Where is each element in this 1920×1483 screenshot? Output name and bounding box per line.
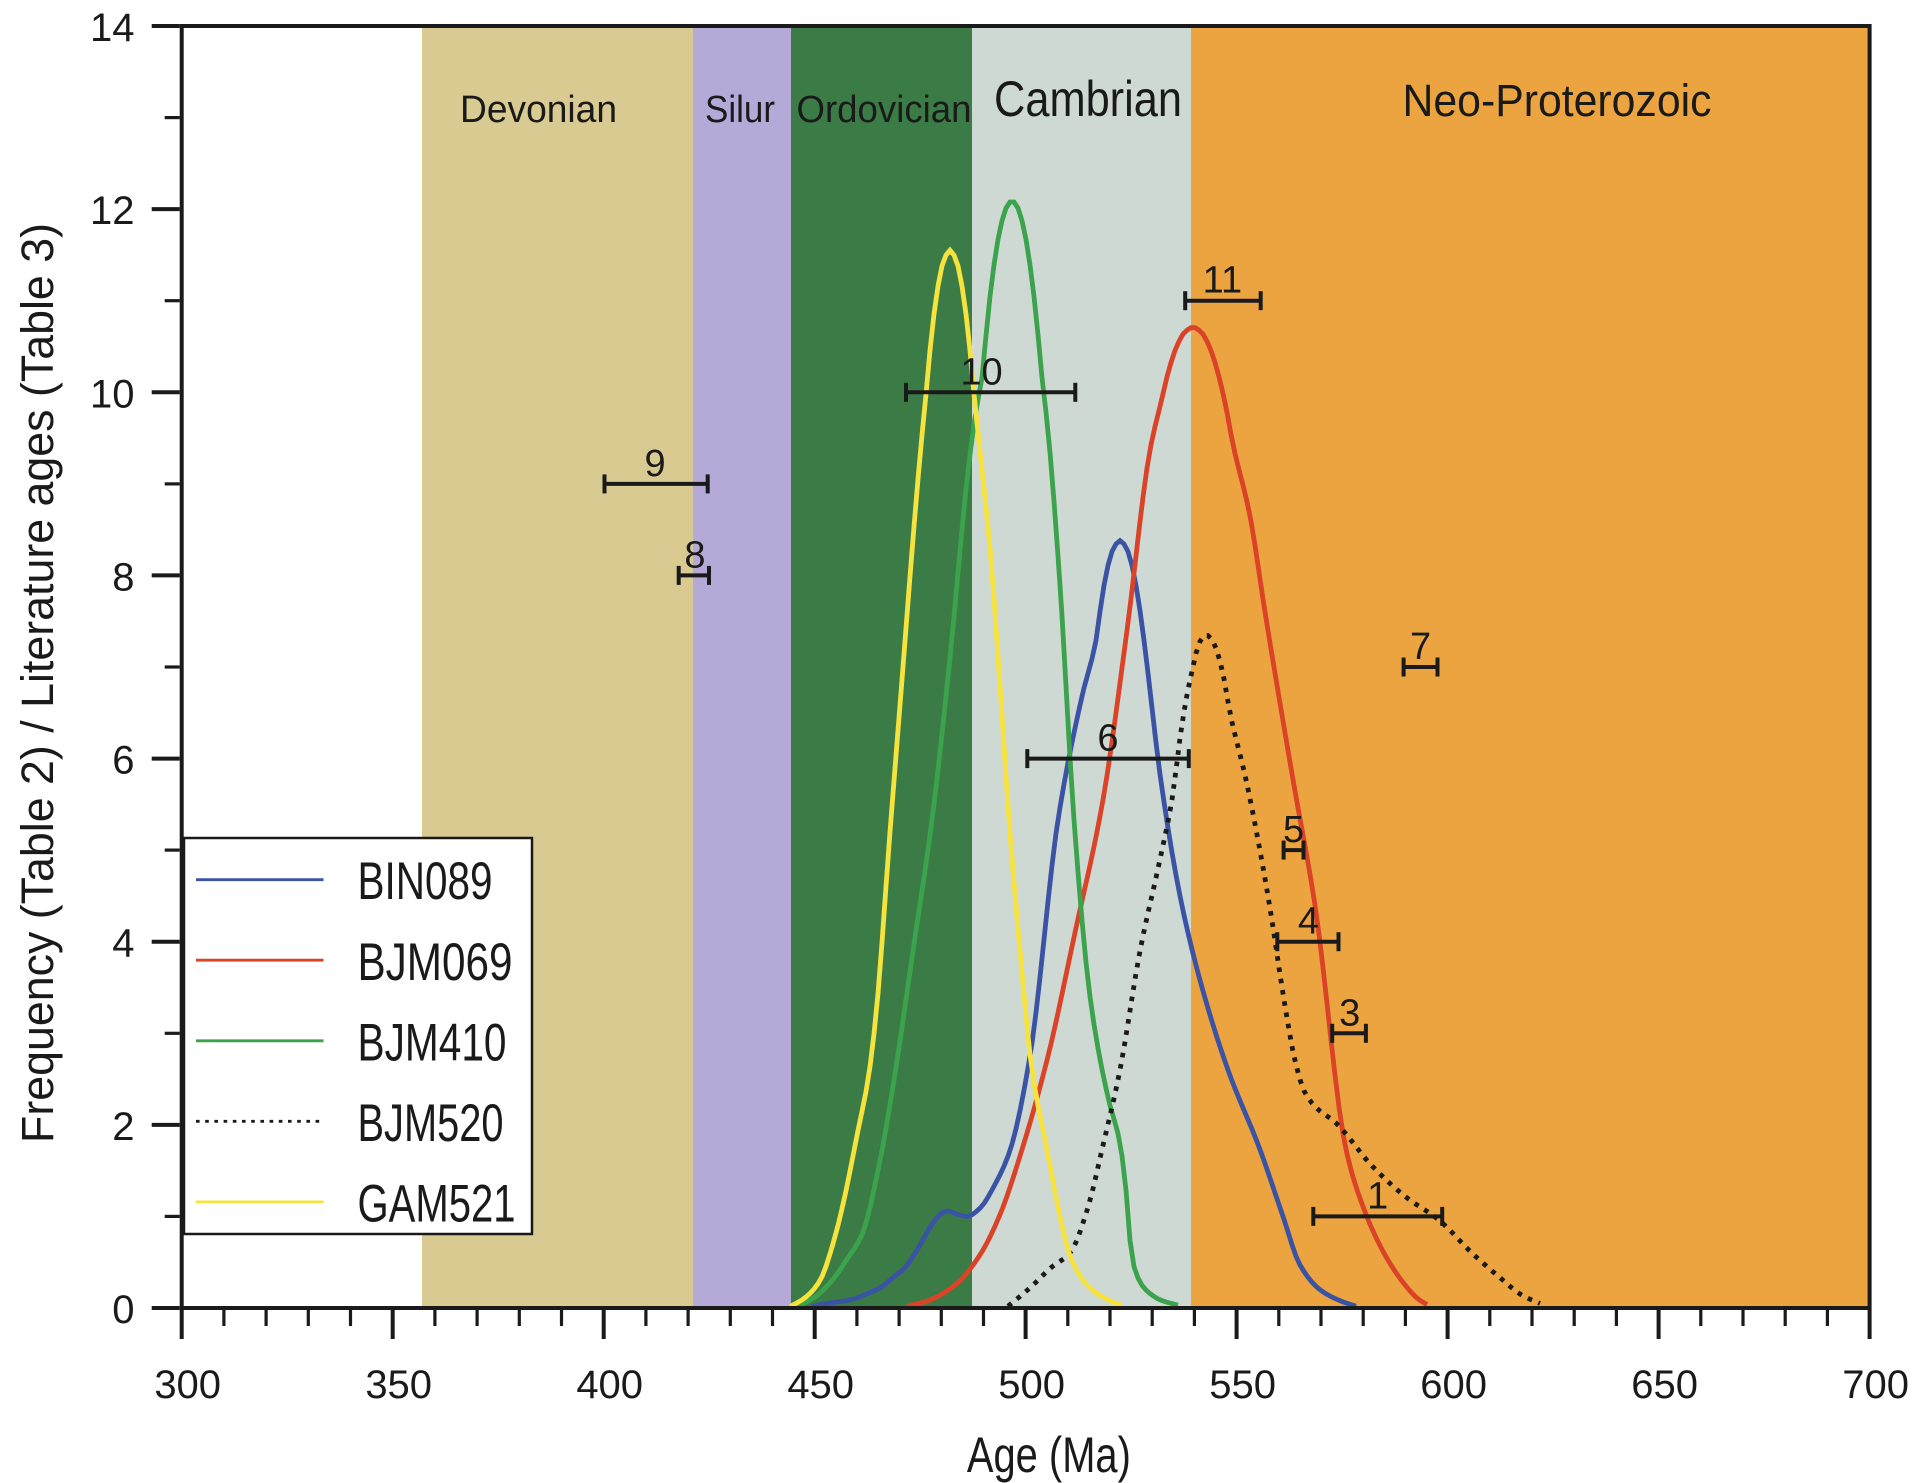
svg-text:1: 1 — [1367, 1175, 1388, 1217]
svg-text:4: 4 — [1298, 901, 1319, 943]
svg-text:11: 11 — [1203, 260, 1242, 302]
svg-text:BJM410: BJM410 — [358, 1013, 507, 1072]
svg-text:600: 600 — [1420, 1363, 1487, 1407]
svg-text:300: 300 — [154, 1363, 221, 1407]
svg-text:9: 9 — [645, 443, 666, 485]
svg-text:Devonian: Devonian — [460, 89, 617, 131]
svg-text:Silur: Silur — [705, 89, 775, 131]
svg-text:4: 4 — [112, 922, 134, 966]
svg-text:7: 7 — [1410, 626, 1431, 668]
svg-text:8: 8 — [112, 555, 134, 599]
svg-text:Ordovician: Ordovician — [797, 89, 972, 131]
svg-text:BJM520: BJM520 — [358, 1094, 504, 1153]
svg-text:10: 10 — [960, 351, 1002, 393]
svg-text:700: 700 — [1842, 1363, 1909, 1407]
svg-text:0: 0 — [112, 1288, 134, 1332]
svg-text:500: 500 — [998, 1363, 1065, 1407]
svg-text:BJM069: BJM069 — [358, 933, 513, 992]
svg-text:12: 12 — [90, 189, 135, 233]
svg-text:400: 400 — [576, 1363, 643, 1407]
svg-text:6: 6 — [1097, 718, 1118, 760]
svg-text:Neo-Proterozoic: Neo-Proterozoic — [1403, 75, 1712, 126]
svg-text:3: 3 — [1339, 992, 1360, 1034]
svg-text:5: 5 — [1283, 809, 1304, 851]
svg-text:10: 10 — [90, 372, 135, 416]
svg-text:450: 450 — [787, 1363, 854, 1407]
svg-text:2: 2 — [112, 1105, 134, 1149]
svg-text:650: 650 — [1631, 1363, 1698, 1407]
svg-text:Frequency (Table 2) / Literatu: Frequency (Table 2) / Literature ages (T… — [12, 223, 63, 1143]
svg-text:350: 350 — [365, 1363, 432, 1407]
svg-text:550: 550 — [1209, 1363, 1276, 1407]
svg-text:Age (Ma): Age (Ma) — [967, 1427, 1131, 1483]
svg-text:8: 8 — [684, 534, 705, 576]
svg-text:6: 6 — [112, 739, 134, 783]
svg-text:Cambrian: Cambrian — [994, 71, 1182, 127]
svg-text:BIN089: BIN089 — [358, 852, 493, 911]
svg-text:14: 14 — [90, 6, 135, 50]
svg-text:GAM521: GAM521 — [358, 1174, 516, 1233]
